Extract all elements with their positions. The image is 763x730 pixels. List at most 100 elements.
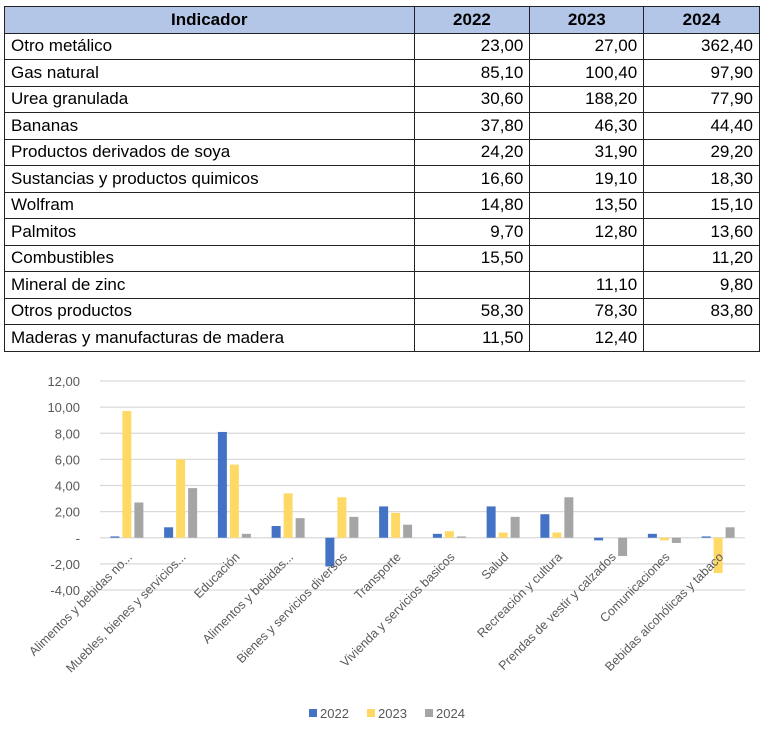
value-cell-2022: 24,20 <box>413 138 531 166</box>
y-tick-label: 4,00 <box>55 479 80 494</box>
value-cell-2023: 11,10 <box>529 271 645 299</box>
x-category-label: Educación <box>191 550 242 601</box>
legend-label-2023: 2023 <box>378 706 407 721</box>
value-cell-2022: 11,50 <box>413 324 531 352</box>
bar-2022 <box>647 533 657 538</box>
value-cell-2023: 12,40 <box>529 324 645 352</box>
value-cell-2023: 78,30 <box>529 297 645 325</box>
indicator-cell: Productos derivados de soya <box>4 138 415 166</box>
value-cell-2024: 29,20 <box>643 138 760 166</box>
y-tick-label: -2,00 <box>50 557 80 572</box>
bar-2023 <box>391 512 401 538</box>
legend-swatch-2022 <box>309 709 317 717</box>
bar-2023 <box>229 464 239 538</box>
header-2023: 2023 <box>529 6 645 34</box>
value-cell-2023 <box>529 244 645 272</box>
bar-2024 <box>241 533 251 538</box>
bar-2022 <box>164 527 174 538</box>
value-cell-2023: 19,10 <box>529 165 645 193</box>
bar-2023 <box>498 532 508 538</box>
value-cell-2023: 13,50 <box>529 191 645 219</box>
legend: 2022 2023 2024 <box>309 706 465 721</box>
indicator-cell: Otros productos <box>4 297 415 325</box>
value-cell-2024: 362,40 <box>643 32 760 60</box>
table-header-row: Indicador 2022 2023 2024 <box>4 6 760 34</box>
value-cell-2024: 83,80 <box>643 297 760 325</box>
bar-2022 <box>217 431 227 538</box>
indicator-cell: Mineral de zinc <box>4 271 415 299</box>
table-row: Palmitos 9,70 12,80 13,60 <box>4 218 760 246</box>
x-category-label: Alimentos y bebidas no... <box>26 550 135 659</box>
value-cell-2022: 85,10 <box>413 59 531 87</box>
bar-2022 <box>540 514 550 538</box>
table-row: Urea granulada 30,60 188,20 77,90 <box>4 85 760 113</box>
value-cell-2022: 15,50 <box>413 244 531 272</box>
exports-table: Indicador 2022 2023 2024 Otro metálico 23… <box>4 6 760 352</box>
bar-2023 <box>122 411 132 538</box>
indicator-cell: Sustancias y productos quimicos <box>4 165 415 193</box>
value-cell-2024: 44,40 <box>643 112 760 140</box>
indicator-cell: Bananas <box>4 112 415 140</box>
indicator-cell: Urea granulada <box>4 85 415 113</box>
value-cell-2023: 12,80 <box>529 218 645 246</box>
table-row: Otros productos 58,30 78,30 83,80 <box>4 297 760 325</box>
bar-2023 <box>444 531 454 538</box>
value-cell-2023: 46,30 <box>529 112 645 140</box>
table-row: Mineral de zinc 11,10 9,80 <box>4 271 760 299</box>
indicator-cell: Palmitos <box>4 218 415 246</box>
y-tick-label: 10,00 <box>47 400 80 415</box>
y-tick-label: 12,00 <box>47 374 80 389</box>
value-cell-2024: 13,60 <box>643 218 760 246</box>
value-cell-2024: 97,90 <box>643 59 760 87</box>
bar-2024 <box>671 537 681 543</box>
value-cell-2022: 23,00 <box>413 32 531 60</box>
value-cell-2023: 27,00 <box>529 32 645 60</box>
bar-2022 <box>271 525 281 538</box>
table-row: Bananas 37,80 46,30 44,40 <box>4 112 760 140</box>
value-cell-2022: 14,80 <box>413 191 531 219</box>
header-2024: 2024 <box>643 6 760 34</box>
bar-2022 <box>379 506 389 538</box>
table-row: Productos derivados de soya 24,20 31,90 29,… <box>4 138 760 166</box>
gridlines <box>100 380 745 591</box>
value-cell-2022: 30,60 <box>413 85 531 113</box>
bar-2022 <box>432 533 442 538</box>
bar-2024 <box>403 524 413 538</box>
y-tick-label: -4,00 <box>50 583 80 598</box>
value-cell-2024: 18,30 <box>643 165 760 193</box>
bar-2024 <box>349 516 359 538</box>
bar-2024 <box>510 516 520 538</box>
legend-label-2022: 2022 <box>320 706 349 721</box>
bar-2022 <box>701 536 711 538</box>
y-tick-label: - <box>76 531 80 546</box>
table-row: Wolfram 14,80 13,50 15,10 <box>4 191 760 219</box>
legend-label-2024: 2024 <box>436 706 465 721</box>
indicator-cell: Wolfram <box>4 191 415 219</box>
table-row: Sustancias y productos quimicos 16,60 19,1… <box>4 165 760 193</box>
y-tick-label: 6,00 <box>55 452 80 467</box>
value-cell-2022: 37,80 <box>413 112 531 140</box>
x-axis-category-labels: Alimentos y bebidas no...Muebles, bienes… <box>26 550 726 675</box>
value-cell-2024: 9,80 <box>643 271 760 299</box>
header-2022: 2022 <box>413 6 531 34</box>
value-cell-2024: 15,10 <box>643 191 760 219</box>
legend-swatch-2023 <box>367 709 375 717</box>
bars <box>110 411 735 574</box>
bar-2022 <box>325 537 335 567</box>
value-cell-2023: 100,40 <box>529 59 645 87</box>
table-row: Gas natural 85,10 100,40 97,90 <box>4 59 760 87</box>
x-category-label: Bebidas alcohólicas y tabaco <box>602 550 726 674</box>
bar-2023 <box>337 497 347 538</box>
y-tick-label: 2,00 <box>55 505 80 520</box>
y-axis-tick-labels: 12,00 10,00 8,00 6,00 4,00 2,00 - -2,00 -4,00 <box>47 374 80 598</box>
table-row: Otro metálico 23,00 27,00 362,40 <box>4 32 760 60</box>
x-category-label: Vivienda y servicios basicos <box>338 550 458 670</box>
bar-2024 <box>456 536 466 538</box>
value-cell-2024: 77,90 <box>643 85 760 113</box>
indicator-cell: Gas natural <box>4 59 415 87</box>
value-cell-2024 <box>643 324 760 352</box>
value-cell-2022: 9,70 <box>413 218 531 246</box>
value-cell-2022 <box>413 271 531 299</box>
bar-2024 <box>188 488 198 538</box>
bar-2023 <box>659 537 669 541</box>
